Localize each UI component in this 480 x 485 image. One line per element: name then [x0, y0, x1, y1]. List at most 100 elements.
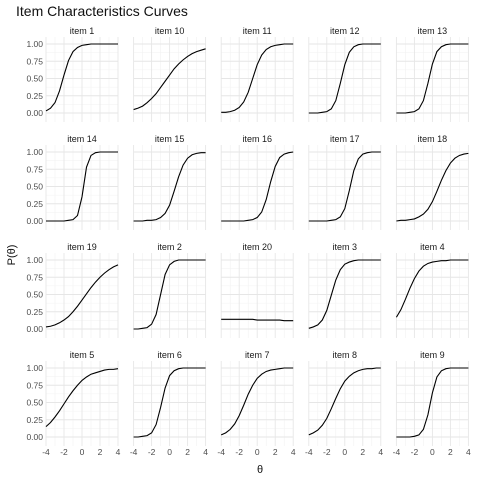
x-tick-label: 4	[291, 447, 296, 457]
x-tick-label: -2	[148, 447, 156, 457]
icc-curve	[220, 367, 294, 436]
x-tick-label: -4	[130, 447, 138, 457]
facet-strip-label: item 1	[70, 26, 95, 36]
facet-strip-label: item 9	[420, 350, 445, 360]
facet-strip-label: item 7	[245, 350, 270, 360]
x-tick-label: -4	[393, 447, 401, 457]
chart-title: Item Characteristics Curves	[16, 3, 188, 19]
facet-strip-label: item 6	[157, 350, 182, 360]
y-tick-label: 0.50	[26, 290, 43, 300]
x-axis-title: θ	[257, 464, 263, 476]
y-tick-label: 0.00	[26, 108, 43, 118]
x-tick-label: 0	[255, 447, 260, 457]
facet-panel: item 15	[133, 134, 207, 230]
facet-panel: item 13	[395, 26, 469, 122]
x-tick-label: -2	[60, 447, 68, 457]
y-tick-label: 0.25	[26, 415, 43, 425]
facet-panel: item 17	[308, 134, 382, 230]
icc-curve	[133, 367, 206, 438]
icc-curve	[396, 43, 469, 114]
x-tick-label: 0	[342, 447, 347, 457]
icc-curve	[45, 368, 119, 428]
x-tick-label: -2	[411, 447, 419, 457]
facet-panel: item 1 0.00 0.25 0.50 0.75 1.00	[26, 26, 119, 122]
facet-panel: item 14 0.00 0.25 0.50 0.75 1.00	[26, 134, 119, 230]
facet-panels: item 1 0.00 0.25 0.50 0.75 1.00 item 10 item 11…	[26, 26, 471, 457]
icc-curve	[308, 259, 381, 329]
facet-strip-label: item 13	[418, 26, 448, 36]
facet-panel: item 11	[220, 26, 294, 122]
x-tick-label: 4	[203, 447, 208, 457]
icc-curve	[133, 259, 206, 330]
icc-curve	[395, 259, 469, 318]
icc-curve	[396, 152, 469, 222]
icc-curve	[308, 43, 381, 114]
x-tick-label: 2	[98, 447, 103, 457]
facet-panel: item 19 0.00 0.25 0.50 0.75 1.00	[26, 242, 119, 338]
facet-panel: item 2	[133, 242, 207, 338]
y-tick-label: 1.00	[26, 363, 43, 373]
facet-panel: item 5 0.00 0.25 0.50 0.75 1.00 -4 -2 0 2 4	[26, 350, 120, 457]
facet-strip-label: item 5	[70, 350, 95, 360]
x-tick-label: 2	[185, 447, 190, 457]
facet-strip-label: item 20	[242, 242, 272, 252]
icc-curve	[133, 152, 206, 222]
y-tick-label: 0.25	[26, 199, 43, 209]
y-tick-label: 0.50	[26, 182, 43, 192]
x-tick-label: 4	[116, 447, 121, 457]
icc-curve	[221, 43, 294, 113]
facet-strip-label: item 15	[155, 134, 185, 144]
facet-strip-label: item 4	[420, 242, 445, 252]
x-tick-label: 0	[430, 447, 435, 457]
x-tick-label: -4	[305, 447, 313, 457]
y-tick-label: 0.75	[26, 56, 43, 66]
x-tick-label: 0	[80, 447, 85, 457]
x-tick-label: -2	[323, 447, 331, 457]
icc-curve	[221, 151, 294, 222]
icc-curve	[396, 367, 469, 438]
facet-strip-label: item 11	[243, 26, 272, 36]
x-tick-label: -4	[42, 447, 50, 457]
y-tick-label: 0.00	[26, 432, 43, 442]
icc-curve	[45, 264, 119, 328]
facet-panel: item 6 -4 -2 0 2 4	[130, 350, 208, 457]
facet-panel: item 18	[395, 134, 469, 230]
y-axis-title: P(θ)	[6, 245, 18, 266]
y-tick-label: 0.25	[26, 91, 43, 101]
y-tick-label: 0.25	[26, 307, 43, 317]
facet-strip-label: item 8	[333, 350, 358, 360]
facet-panel: item 7 -4 -2 0 2 4	[217, 350, 295, 457]
y-tick-label: 1.00	[26, 39, 43, 49]
y-tick-label: 0.00	[26, 324, 43, 334]
facet-strip-label: item 16	[242, 134, 272, 144]
facet-panel: item 4	[395, 242, 469, 338]
facet-strip-label: item 18	[418, 134, 448, 144]
icc-curve	[308, 367, 381, 436]
x-tick-label: -2	[235, 447, 243, 457]
facet-strip-label: item 19	[67, 242, 97, 252]
x-tick-label: -4	[217, 447, 225, 457]
x-tick-label: 2	[448, 447, 453, 457]
y-tick-label: 1.00	[26, 147, 43, 157]
facet-strip-label: item 14	[67, 134, 97, 144]
facet-panel: item 12	[308, 26, 382, 122]
x-tick-label: 2	[360, 447, 365, 457]
x-tick-label: 4	[466, 447, 471, 457]
y-tick-label: 0.75	[26, 272, 43, 282]
facet-panel: item 9 -4 -2 0 2 4	[393, 350, 471, 457]
icc-curve	[308, 151, 381, 222]
facet-panel: item 20	[220, 242, 294, 338]
x-tick-label: 0	[167, 447, 172, 457]
y-tick-label: 1.00	[26, 255, 43, 265]
y-tick-label: 0.50	[26, 398, 43, 408]
y-tick-label: 0.00	[26, 216, 43, 226]
y-tick-label: 0.75	[26, 380, 43, 390]
facet-strip-label: item 10	[155, 26, 185, 36]
y-tick-label: 0.75	[26, 164, 43, 174]
facet-strip-label: item 2	[157, 242, 182, 252]
icc-curve	[45, 43, 118, 112]
facet-panel: item 8 -4 -2 0 2 4	[305, 350, 383, 457]
x-tick-label: 4	[378, 447, 383, 457]
